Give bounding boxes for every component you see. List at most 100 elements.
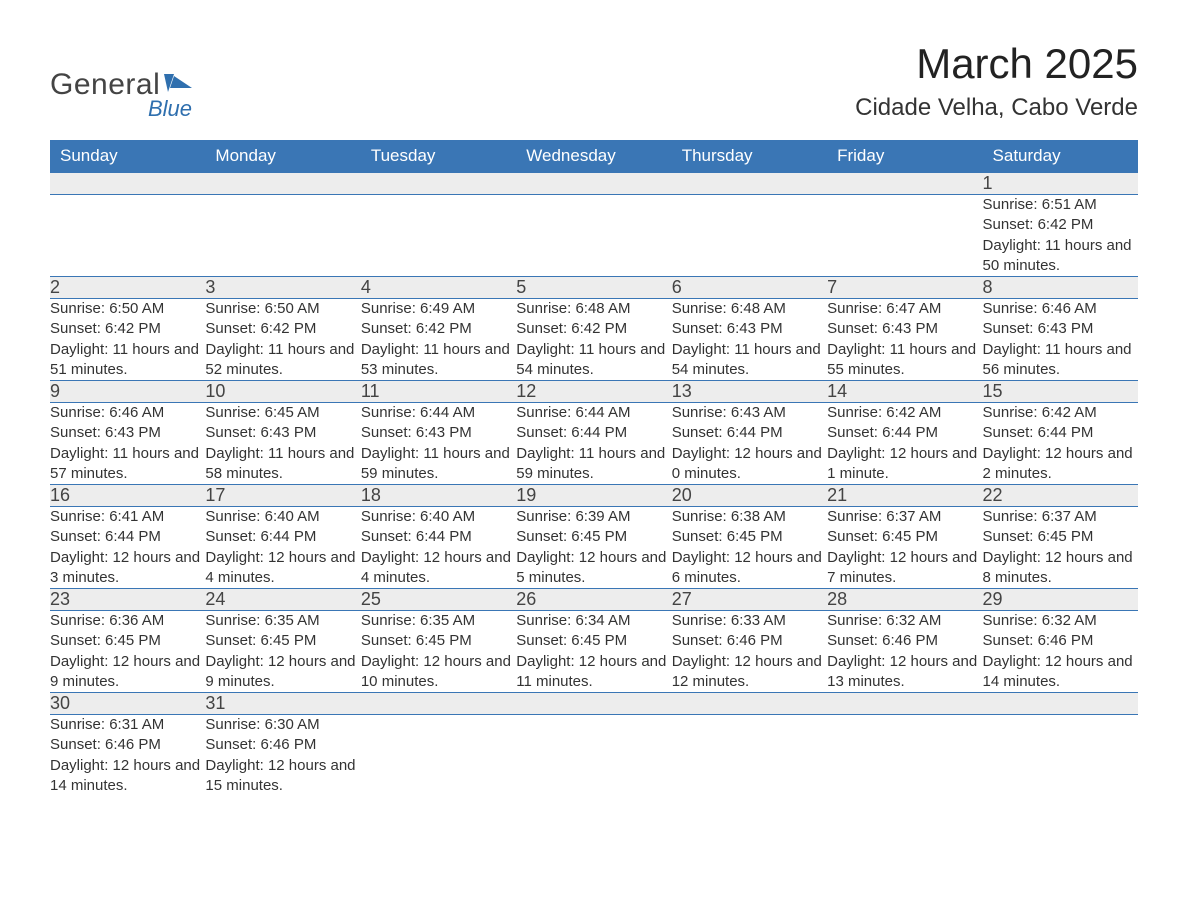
day-detail: Sunrise: 6:45 AMSunset: 6:43 PMDaylight:… [205, 403, 360, 485]
day-number: 1 [983, 173, 1138, 195]
sunset-line: Sunset: 6:45 PM [50, 631, 205, 651]
sunrise-line: Sunrise: 6:35 AM [361, 611, 516, 631]
weekday-header: Friday [827, 140, 982, 173]
day-detail: Sunrise: 6:44 AMSunset: 6:43 PMDaylight:… [361, 403, 516, 485]
day-number [361, 173, 516, 195]
sunset-line: Sunset: 6:45 PM [205, 631, 360, 651]
day-detail: Sunrise: 6:44 AMSunset: 6:44 PMDaylight:… [516, 403, 671, 485]
day-number-row: 16171819202122 [50, 485, 1138, 507]
day-detail: Sunrise: 6:34 AMSunset: 6:45 PMDaylight:… [516, 611, 671, 693]
sunrise-line: Sunrise: 6:46 AM [983, 299, 1138, 319]
day-number: 2 [50, 277, 205, 299]
day-number: 25 [361, 589, 516, 611]
sunset-line: Sunset: 6:44 PM [983, 423, 1138, 443]
daylight-line: Daylight: 11 hours and 58 minutes. [205, 444, 360, 485]
logo: General Blue [50, 68, 192, 122]
day-detail: Sunrise: 6:39 AMSunset: 6:45 PMDaylight:… [516, 507, 671, 589]
sunset-line: Sunset: 6:43 PM [672, 319, 827, 339]
sunset-line: Sunset: 6:45 PM [983, 527, 1138, 547]
day-detail: Sunrise: 6:30 AMSunset: 6:46 PMDaylight:… [205, 715, 360, 797]
daylight-line: Daylight: 12 hours and 6 minutes. [672, 548, 827, 589]
sunset-line: Sunset: 6:43 PM [827, 319, 982, 339]
daylight-line: Daylight: 11 hours and 50 minutes. [983, 236, 1138, 277]
sunrise-line: Sunrise: 6:37 AM [983, 507, 1138, 527]
daylight-line: Daylight: 12 hours and 4 minutes. [205, 548, 360, 589]
sunrise-line: Sunrise: 6:30 AM [205, 715, 360, 735]
day-number [516, 693, 671, 715]
day-number [205, 173, 360, 195]
sunrise-line: Sunrise: 6:35 AM [205, 611, 360, 631]
daylight-line: Daylight: 12 hours and 0 minutes. [672, 444, 827, 485]
day-number: 30 [50, 693, 205, 715]
logo-flag-icon [164, 74, 192, 94]
daylight-line: Daylight: 11 hours and 59 minutes. [516, 444, 671, 485]
day-number: 28 [827, 589, 982, 611]
day-detail [672, 195, 827, 277]
day-number: 12 [516, 381, 671, 403]
sunrise-line: Sunrise: 6:32 AM [827, 611, 982, 631]
sunrise-line: Sunrise: 6:51 AM [983, 195, 1138, 215]
day-body-row: Sunrise: 6:31 AMSunset: 6:46 PMDaylight:… [50, 715, 1138, 797]
day-number [827, 173, 982, 195]
day-detail [205, 195, 360, 277]
sunrise-line: Sunrise: 6:42 AM [983, 403, 1138, 423]
weekday-header: Sunday [50, 140, 205, 173]
day-number: 15 [983, 381, 1138, 403]
day-number: 20 [672, 485, 827, 507]
day-number-row: 2345678 [50, 277, 1138, 299]
day-number: 17 [205, 485, 360, 507]
weekday-header: Monday [205, 140, 360, 173]
sunrise-line: Sunrise: 6:40 AM [205, 507, 360, 527]
daylight-line: Daylight: 12 hours and 1 minute. [827, 444, 982, 485]
sunset-line: Sunset: 6:44 PM [205, 527, 360, 547]
daylight-line: Daylight: 12 hours and 7 minutes. [827, 548, 982, 589]
day-number: 23 [50, 589, 205, 611]
day-number: 16 [50, 485, 205, 507]
day-number: 3 [205, 277, 360, 299]
daylight-line: Daylight: 12 hours and 9 minutes. [50, 652, 205, 693]
day-number [983, 693, 1138, 715]
day-detail: Sunrise: 6:32 AMSunset: 6:46 PMDaylight:… [827, 611, 982, 693]
sunset-line: Sunset: 6:46 PM [672, 631, 827, 651]
day-detail: Sunrise: 6:41 AMSunset: 6:44 PMDaylight:… [50, 507, 205, 589]
daylight-line: Daylight: 12 hours and 14 minutes. [50, 756, 205, 797]
daylight-line: Daylight: 11 hours and 59 minutes. [361, 444, 516, 485]
daylight-line: Daylight: 12 hours and 5 minutes. [516, 548, 671, 589]
weekday-header: Saturday [983, 140, 1138, 173]
daylight-line: Daylight: 12 hours and 12 minutes. [672, 652, 827, 693]
day-detail: Sunrise: 6:33 AMSunset: 6:46 PMDaylight:… [672, 611, 827, 693]
day-detail: Sunrise: 6:32 AMSunset: 6:46 PMDaylight:… [983, 611, 1138, 693]
day-detail: Sunrise: 6:37 AMSunset: 6:45 PMDaylight:… [827, 507, 982, 589]
weekday-header: Wednesday [516, 140, 671, 173]
sunrise-line: Sunrise: 6:39 AM [516, 507, 671, 527]
sunrise-line: Sunrise: 6:36 AM [50, 611, 205, 631]
sunrise-line: Sunrise: 6:49 AM [361, 299, 516, 319]
sunrise-line: Sunrise: 6:46 AM [50, 403, 205, 423]
day-detail: Sunrise: 6:42 AMSunset: 6:44 PMDaylight:… [983, 403, 1138, 485]
logo-text-main: General [50, 68, 160, 102]
day-detail: Sunrise: 6:35 AMSunset: 6:45 PMDaylight:… [205, 611, 360, 693]
day-number: 31 [205, 693, 360, 715]
sunrise-line: Sunrise: 6:45 AM [205, 403, 360, 423]
day-number: 14 [827, 381, 982, 403]
daylight-line: Daylight: 12 hours and 2 minutes. [983, 444, 1138, 485]
calendar-table: SundayMondayTuesdayWednesdayThursdayFrid… [50, 140, 1138, 796]
day-number: 9 [50, 381, 205, 403]
sunset-line: Sunset: 6:46 PM [205, 735, 360, 755]
day-number: 29 [983, 589, 1138, 611]
daylight-line: Daylight: 12 hours and 13 minutes. [827, 652, 982, 693]
logo-text-sub: Blue [148, 96, 192, 122]
day-number: 11 [361, 381, 516, 403]
day-body-row: Sunrise: 6:46 AMSunset: 6:43 PMDaylight:… [50, 403, 1138, 485]
sunrise-line: Sunrise: 6:34 AM [516, 611, 671, 631]
day-detail [827, 195, 982, 277]
day-detail [361, 715, 516, 797]
weekday-header: Thursday [672, 140, 827, 173]
sunrise-line: Sunrise: 6:33 AM [672, 611, 827, 631]
daylight-line: Daylight: 12 hours and 14 minutes. [983, 652, 1138, 693]
sunrise-line: Sunrise: 6:41 AM [50, 507, 205, 527]
day-number: 19 [516, 485, 671, 507]
daylight-line: Daylight: 11 hours and 57 minutes. [50, 444, 205, 485]
day-number: 4 [361, 277, 516, 299]
day-number [516, 173, 671, 195]
